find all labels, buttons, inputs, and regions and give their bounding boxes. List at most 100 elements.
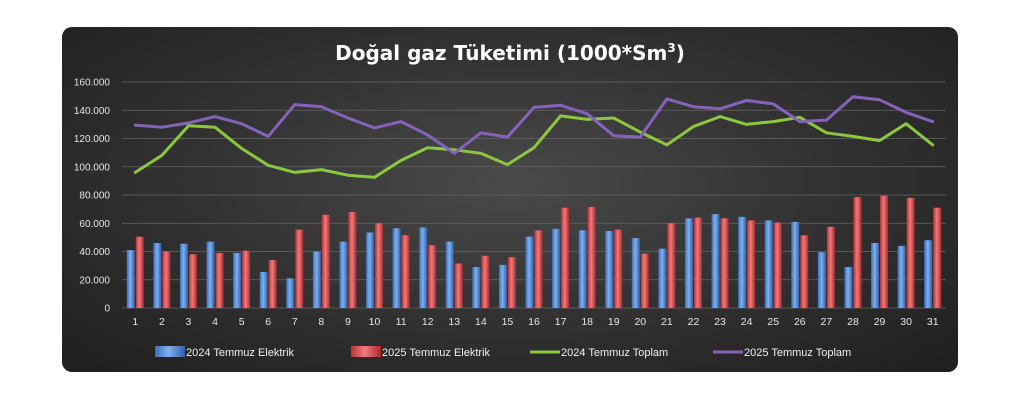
legend-label: 2025 Temmuz Toplam [744,347,851,359]
bar-2025-elektrik [640,253,649,308]
bar-2024-elektrik [791,221,800,308]
x-tick-label: 25 [767,316,779,328]
legend-label: 2024 Temmuz Elektrik [186,347,295,359]
x-tick-label: 30 [900,316,912,328]
bar-2024-elektrik [392,228,401,308]
bar-2025-elektrik [693,217,702,308]
x-tick-label: 31 [927,316,939,328]
x-tick-label: 16 [528,316,540,328]
bar-2024-elektrik [286,278,295,308]
x-tick-label: 26 [794,316,806,328]
legend-item: 2025 Temmuz Elektrik [351,346,491,359]
bar-2025-elektrik [561,207,570,308]
bar-2024-elektrik [684,218,693,308]
x-tick-label: 24 [741,316,753,328]
bar-2025-elektrik [826,226,835,308]
bar-2024-elektrik [817,252,826,308]
x-tick-label: 1 [132,316,138,328]
chart-svg: Doğal gaz Tüketimi (1000*Sm3) 0 20.000 40.… [74,41,946,359]
legend-item: 2025 Temmuz Toplam [713,347,851,359]
y-tick-label: 160.000 [74,78,111,89]
bar-2024-elektrik [445,241,454,308]
bar-2024-elektrik [153,243,162,308]
y-tick-label: 20.000 [79,275,110,286]
y-tick-label: 60.000 [79,219,110,230]
bar-series [126,195,942,308]
x-tick-label: 7 [292,316,298,328]
bar-2025-elektrik [800,235,809,308]
bar-2024-elektrik [233,252,242,308]
x-tick-label: 3 [186,316,192,328]
legend: 2024 Temmuz Elektrik 2025 Temmuz Elektrik… [155,346,851,359]
x-tick-label: 21 [661,316,673,328]
bar-2024-elektrik [844,267,853,308]
x-tick-label: 19 [608,316,620,328]
x-tick-label: 27 [821,316,833,328]
bar-2025-elektrik [188,254,197,308]
bar-2025-elektrik [534,230,543,308]
bar-2024-elektrik [366,232,375,308]
bar-2025-elektrik [242,250,251,308]
bar-2025-elektrik [135,236,144,308]
bar-2025-elektrik [295,229,304,308]
x-axis-ticks: 1 2 3 4 5 6 7 8 9 10 11 12 13 14 15 16 17 18 19 20 21 22 23 24 2… [132,316,938,328]
bar-2025-elektrik [587,207,596,308]
x-tick-label: 17 [555,316,567,328]
x-tick-label: 5 [239,316,245,328]
x-tick-label: 11 [396,316,407,328]
line-series [133,95,935,179]
bar-2025-elektrik [428,245,437,308]
x-tick-label: 15 [502,316,514,328]
bar-2024-elektrik [578,230,587,308]
legend-swatch [155,346,185,357]
x-tick-label: 6 [265,316,271,328]
line-2025-toplam [133,95,935,155]
legend-item: 2024 Temmuz Toplam [530,347,668,359]
bar-2025-elektrik [667,223,676,308]
bar-2024-elektrik [738,216,747,308]
bar-2024-elektrik [631,238,640,308]
bar-2024-elektrik [498,264,507,308]
x-tick-label: 28 [847,316,859,328]
bar-2025-elektrik [401,235,410,308]
bar-2024-elektrik [764,220,773,308]
bar-2025-elektrik [481,255,490,308]
x-tick-label: 18 [581,316,593,328]
bar-2024-elektrik [312,251,321,308]
bar-2025-elektrik [880,195,889,308]
bar-2024-elektrik [897,245,906,308]
x-tick-label: 10 [369,316,381,328]
bar-2025-elektrik [933,207,942,308]
bar-2025-elektrik [720,218,729,308]
bar-2024-elektrik [711,214,720,308]
bar-2024-elektrik [206,241,215,308]
legend-label: 2025 Temmuz Elektrik [382,347,491,359]
bar-2024-elektrik [259,271,268,308]
x-tick-label: 12 [422,316,434,328]
y-tick-label: 80.000 [79,191,110,202]
x-tick-label: 20 [634,316,646,328]
legend-swatch [351,346,381,357]
x-tick-label: 23 [714,316,726,328]
bar-2024-elektrik [924,240,933,308]
x-tick-label: 22 [688,316,700,328]
x-tick-label: 4 [212,316,218,328]
line-2024-toplam [133,114,935,179]
bar-2024-elektrik [552,228,561,308]
x-tick-label: 9 [345,316,351,328]
y-tick-label: 100.000 [74,162,111,173]
bar-2024-elektrik [126,250,135,308]
y-tick-label: 40.000 [79,247,110,258]
bar-2025-elektrik [853,197,862,308]
bar-2025-elektrik [773,222,782,308]
bar-2025-elektrik [747,220,756,308]
y-tick-label: 120.000 [74,134,111,145]
x-tick-label: 29 [874,316,886,328]
bar-2024-elektrik [871,243,880,308]
x-tick-label: 2 [159,316,165,328]
bar-2024-elektrik [658,248,667,308]
y-axis-ticks: 0 20.000 40.000 60.000 80.000 100.000 120.000 1… [74,78,111,315]
bar-2025-elektrik [321,214,330,308]
bar-2025-elektrik [348,211,357,308]
bar-2025-elektrik [614,229,623,308]
